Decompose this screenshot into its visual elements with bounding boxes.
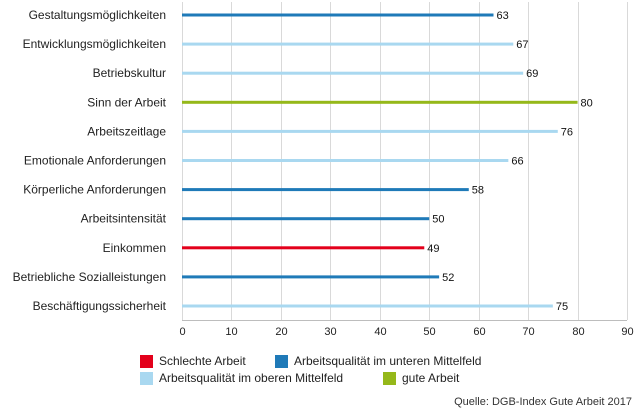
- category-label: Betriebliche Sozialleistungen: [13, 270, 166, 284]
- x-tick-label: 60: [473, 326, 485, 338]
- bar: [182, 217, 430, 221]
- value-label: 52: [442, 272, 454, 284]
- value-label: 58: [472, 185, 484, 197]
- legend-label-good: gute Arbeit: [402, 371, 460, 385]
- category-label: Betriebskultur: [93, 66, 166, 80]
- category-label: Einkommen: [103, 241, 166, 255]
- category-label: Arbeitsintensität: [81, 212, 167, 226]
- bar: [182, 275, 440, 279]
- x-tick-label: 80: [572, 326, 584, 338]
- x-tick-label: 10: [225, 326, 237, 338]
- x-tick-label: 90: [621, 326, 633, 338]
- legend-item-mid-high: Arbeitsqualität im oberen Mittelfeld: [140, 371, 343, 385]
- bar: [182, 246, 425, 250]
- value-label: 67: [516, 39, 528, 51]
- bar: [182, 71, 524, 75]
- x-tick-label: 20: [275, 326, 287, 338]
- value-label: 66: [511, 156, 523, 168]
- legend-label-mid-low: Arbeitsqualität im unteren Mittelfeld: [294, 354, 482, 368]
- category-label: Emotionale Anforderungen: [24, 154, 166, 168]
- bar-chart: Gestaltungsmöglichkeiten Entwicklungsmögl…: [13, 2, 634, 338]
- category-label: Sinn der Arbeit: [87, 95, 166, 109]
- x-tick-label: 30: [324, 326, 336, 338]
- category-label: Beschäftigungssicherheit: [33, 299, 167, 313]
- source-note: Quelle: DGB-Index Gute Arbeit 2017: [454, 396, 632, 408]
- bar: [182, 304, 553, 308]
- bar: [182, 42, 514, 46]
- value-label: 49: [427, 243, 439, 255]
- legend-swatch-bad: [140, 354, 153, 368]
- x-tick-label: 50: [423, 326, 435, 338]
- category-label: Arbeitszeitlage: [87, 124, 166, 138]
- bar: [182, 188, 469, 192]
- value-label: 63: [497, 10, 509, 22]
- legend-item-mid-low: Arbeitsqualität im unteren Mittelfeld: [275, 354, 481, 368]
- category-label: Gestaltungsmöglichkeiten: [29, 8, 166, 22]
- legend-swatch-mid-low: [275, 354, 288, 368]
- category-label: Körperliche Anforderungen: [23, 183, 166, 197]
- bars: [182, 13, 578, 308]
- legend-swatch-mid-high: [140, 371, 153, 385]
- value-labels: 63 67 69 80 76 66 58 50 49 52 75: [427, 10, 593, 313]
- x-tick-label: 70: [522, 326, 534, 338]
- value-label: 69: [526, 68, 538, 80]
- legend-label-bad: Schlechte Arbeit: [159, 354, 246, 368]
- legend-swatch-good: [383, 371, 396, 385]
- category-labels: Gestaltungsmöglichkeiten Entwicklungsmögl…: [13, 8, 167, 313]
- bar: [182, 13, 494, 17]
- category-label: Entwicklungsmöglichkeiten: [23, 37, 166, 51]
- legend-item-good: gute Arbeit: [383, 371, 459, 385]
- value-label: 80: [581, 97, 593, 109]
- bar: [182, 159, 509, 162]
- x-tick-label: 40: [374, 326, 386, 338]
- value-label: 76: [561, 126, 573, 138]
- legend-label-mid-high: Arbeitsqualität im oberen Mittelfeld: [159, 371, 344, 385]
- legend-item-bad: Schlechte Arbeit: [140, 354, 246, 368]
- value-label: 50: [432, 214, 444, 226]
- value-label: 75: [556, 301, 568, 313]
- x-tick-label: 0: [179, 326, 185, 338]
- x-axis: 0 10 20 30 40 50 60 70 80 90: [179, 320, 634, 338]
- bar: [182, 129, 558, 133]
- bar: [182, 100, 578, 104]
